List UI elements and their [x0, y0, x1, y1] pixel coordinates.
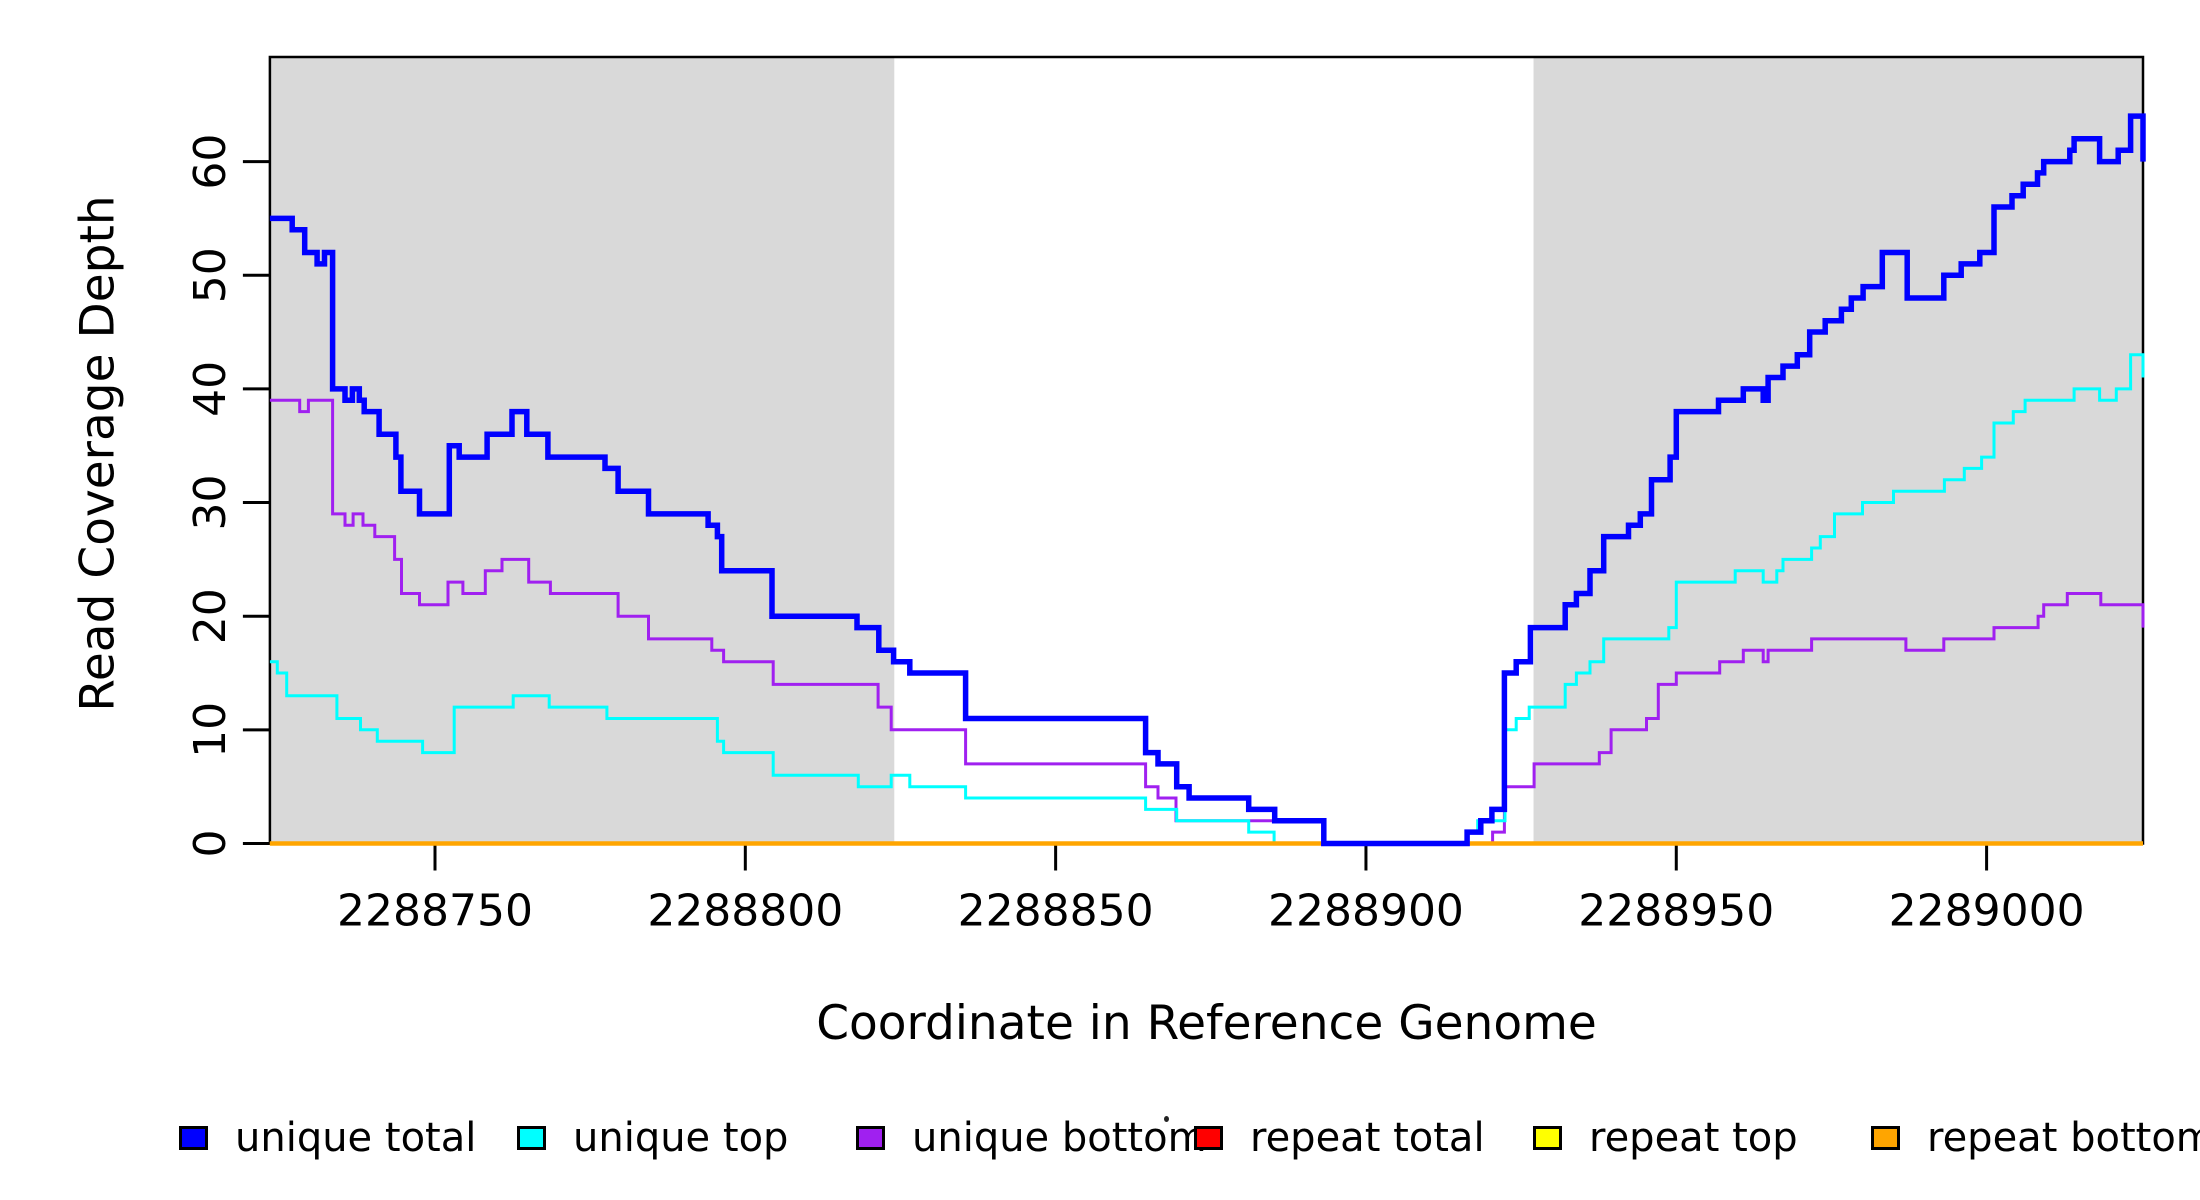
y-tick-label: 50	[185, 247, 236, 303]
y-axis-title: Read Coverage Depth	[70, 195, 126, 712]
left-gray-region	[269, 57, 895, 844]
y-tick-label: 60	[185, 134, 236, 190]
x-tick-label: 2288900	[1268, 886, 1464, 937]
right-gray-region	[1533, 57, 2143, 844]
series-line-unique-total	[269, 113, 2146, 847]
series-line-unique-top	[269, 353, 2145, 845]
x-tick-label: 2288800	[647, 886, 843, 937]
y-tick-label: 30	[185, 475, 236, 531]
y-tick-label: 10	[185, 702, 236, 758]
x-tick-label: 2288850	[958, 886, 1154, 937]
x-tick-label: 2289000	[1889, 886, 2085, 937]
x-tick-label: 2288950	[1578, 886, 1774, 937]
y-tick-label: 0	[185, 830, 236, 858]
stray-mark-artifact	[1164, 1116, 1169, 1122]
y-tick-label: 20	[185, 588, 236, 644]
y-tick-label: 40	[185, 361, 236, 417]
series-line-unique-bottom	[269, 398, 2145, 845]
x-tick-label: 2288750	[337, 886, 533, 937]
x-axis-title: Coordinate in Reference Genome	[816, 996, 1597, 1051]
